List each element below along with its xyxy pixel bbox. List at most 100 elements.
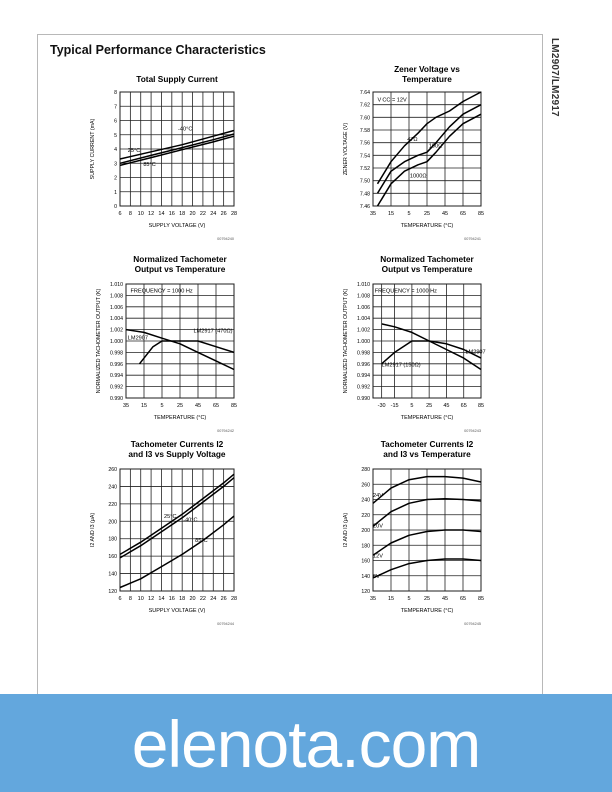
series-annotation: 12V: [373, 553, 383, 559]
series-line: [376, 104, 482, 194]
y-tick-label: 7.62: [360, 103, 370, 109]
chart-total-supply-current: Total Supply Current 6 8 10 12 14 16 18 20 22 24 26…: [86, 70, 286, 250]
x-tick-label: 24: [210, 211, 216, 217]
x-tick-label: 8: [129, 596, 132, 602]
y-tick-label: 4: [114, 147, 117, 153]
section-title: Typical Performance Characteristics: [50, 43, 266, 57]
x-axis-label: TEMPERATURE (°C): [154, 415, 207, 421]
y-tick-label: 1.008: [357, 293, 370, 299]
chart-normalized-tach-output-lm2917-150: Normalized Tachometer Output vs Temperatu…: [333, 250, 533, 433]
series-annotation: 100Ω: [429, 144, 443, 150]
series-annotation: LM2917 (470Ω): [194, 328, 233, 334]
chart-title: Normalized Tachometer: [133, 254, 227, 264]
x-tick-label: 15: [388, 211, 394, 217]
series-line: [119, 477, 235, 559]
x-tick-label: 85: [478, 403, 484, 409]
y-tick-label: 3: [114, 161, 117, 167]
series-annotation: 6V: [373, 574, 380, 580]
y-tick-label: 7.64: [360, 90, 370, 96]
x-tick-label: 25: [177, 403, 183, 409]
x-tick-label: 35: [123, 403, 129, 409]
y-tick-label: 1.000: [357, 339, 370, 345]
y-tick-label: 160: [361, 559, 370, 565]
chart-title: Tachometer Currents I2: [131, 439, 224, 449]
chart-title: Temperature: [402, 74, 452, 84]
series-annotation: 25°C: [128, 148, 141, 154]
y-axis-label: I2 AND I3 (μA): [90, 513, 96, 547]
series-annotation: FREQUENCY = 1000 Hz: [131, 289, 193, 295]
x-tick-label: 20: [189, 596, 195, 602]
y-tick-label: 7.58: [360, 128, 370, 134]
x-tick-label: 28: [231, 211, 237, 217]
figure-code: 00794242: [217, 429, 234, 433]
series-annotation: FREQUENCY = 1000 Hz: [375, 289, 437, 295]
y-tick-label: 180: [108, 537, 117, 543]
x-tick-label: 25: [424, 211, 430, 217]
y-tick-label: 1.008: [110, 293, 123, 299]
y-tick-label: 260: [361, 482, 370, 488]
x-tick-label: 5: [407, 211, 410, 217]
series-line: [119, 515, 235, 589]
x-tick-label: 26: [221, 596, 227, 602]
series-annotation: 1000Ω: [410, 174, 427, 180]
series-line: [119, 473, 235, 556]
y-tick-label: 1.010: [357, 282, 370, 288]
series-line: [381, 340, 482, 365]
series-line: [119, 129, 235, 160]
y-tick-label: 220: [108, 502, 117, 508]
x-tick-label: 22: [200, 211, 206, 217]
x-tick-label: 25: [424, 596, 430, 602]
series-annotation: LM2907: [128, 335, 148, 341]
series-annotation: 24V: [373, 493, 383, 499]
y-tick-label: 260: [108, 467, 117, 473]
series-line: [372, 475, 482, 504]
series-annotation: -40°C: [183, 517, 197, 523]
series-line: [376, 91, 482, 185]
figure-code: 00794243: [464, 429, 481, 433]
x-tick-label: 6: [118, 211, 121, 217]
y-axis-label: NORMALIZED TACHOMETER OUTPUT (K): [343, 289, 349, 394]
series-annotation: LM2917 (150Ω): [382, 363, 421, 369]
chart-title: Total Supply Current: [136, 74, 218, 84]
x-tick-label: 45: [442, 596, 448, 602]
y-tick-label: 2: [114, 176, 117, 182]
y-tick-label: 0.998: [110, 350, 123, 356]
y-tick-label: 1.000: [110, 339, 123, 345]
x-tick-label: 14: [158, 596, 164, 602]
y-tick-label: 7.52: [360, 166, 370, 172]
x-tick-label: 22: [200, 596, 206, 602]
x-tick-label: -30: [378, 403, 386, 409]
x-tick-label: 26: [221, 211, 227, 217]
y-tick-label: 1.002: [357, 328, 370, 334]
y-tick-label: 6: [114, 119, 117, 125]
y-axis-label: SUPPLY CURRENT (mA): [90, 118, 96, 179]
chart-zener-voltage: Zener Voltage vs Temperature 35 15 5 25 45 65 85…: [333, 60, 533, 241]
y-axis-label: I2 AND I3 (μA): [343, 513, 349, 547]
side-part-number: LM2907/LM2917: [549, 38, 560, 117]
x-tick-label: -15: [391, 403, 399, 409]
x-tick-label: 15: [141, 403, 147, 409]
y-tick-label: 7.54: [360, 153, 370, 159]
y-tick-label: 0.990: [110, 396, 123, 402]
series-line: [125, 328, 235, 371]
series-annotation: 85°C: [195, 538, 208, 544]
x-tick-label: 8: [129, 211, 132, 217]
x-tick-label: 24: [210, 596, 216, 602]
x-tick-label: 45: [442, 211, 448, 217]
x-tick-label: 10: [138, 596, 144, 602]
y-tick-label: 1.002: [110, 328, 123, 334]
x-tick-label: 5: [407, 596, 410, 602]
y-tick-label: 240: [361, 498, 370, 504]
series-line: [372, 558, 482, 579]
chart-title: Output vs Temperature: [382, 264, 473, 274]
y-tick-label: 1.004: [357, 316, 370, 322]
x-tick-label: 65: [460, 596, 466, 602]
x-tick-label: 14: [158, 211, 164, 217]
series-line: [138, 340, 235, 365]
y-tick-label: 5: [114, 133, 117, 139]
chart-title: and I3 vs Supply Voltage: [128, 449, 226, 459]
y-tick-label: 280: [361, 467, 370, 473]
